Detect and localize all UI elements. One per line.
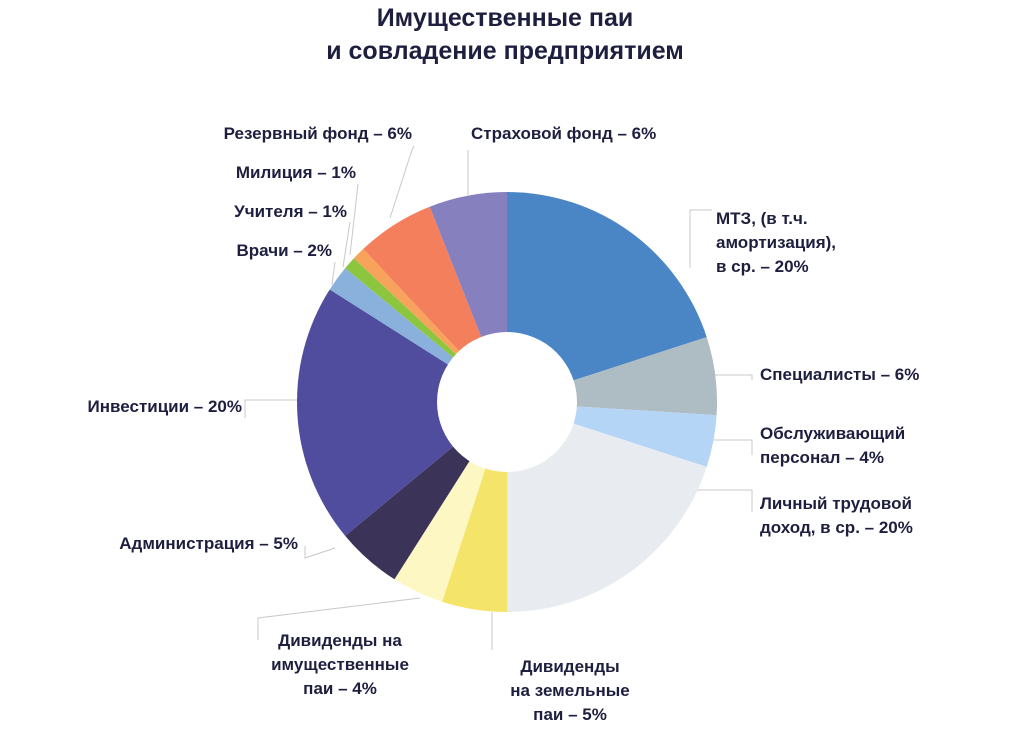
chart-title-line-1: Имущественные паи: [376, 4, 634, 32]
label-service-staff: Обслуживающий персонал – 4%: [760, 424, 906, 467]
leader-line-admin: [304, 546, 336, 559]
slice-lichny: [507, 402, 707, 612]
label-doctors: Врачи – 2%: [236, 241, 332, 260]
chart-title-line-2: и совладение предприятием: [326, 37, 684, 65]
slice-mtz: [507, 192, 707, 402]
leader-line-obsl: [712, 439, 753, 455]
label-teachers: Учителя – 1%: [234, 202, 347, 221]
label-specialists: Специалисты – 6%: [760, 365, 920, 384]
label-personal-income: Личный трудовой доход, в ср. – 20%: [760, 494, 913, 537]
leader-line-militsiya: [349, 183, 359, 256]
leader-line-invest: [244, 399, 298, 418]
label-property-dividends: Дивиденды на имущественные паи – 4%: [271, 631, 409, 698]
chart-title: Имущественные паи и совладение предприят…: [0, 2, 1010, 68]
label-investments: Инвестиции – 20%: [87, 397, 242, 416]
leader-line-vrachi: [331, 261, 336, 286]
slice-invest: [296, 289, 507, 536]
label-police: Милиция – 1%: [235, 163, 356, 182]
label-administration: Администрация – 5%: [119, 534, 298, 553]
leader-line-spec: [715, 374, 753, 380]
leader-line-rezerv: [389, 145, 415, 219]
donut-hole: [437, 332, 577, 472]
label-land-dividends: Дивиденды на земельные паи – 5%: [510, 657, 630, 724]
label-reserve-fund: Резервный фонд – 6%: [223, 124, 412, 143]
leader-line-uchitelya: [342, 221, 351, 268]
leader-line-lichny: [690, 489, 753, 512]
leader-line-div_im: [257, 597, 421, 640]
leader-line-mtz: [689, 209, 712, 268]
label-mtz: МТЗ, (в т.ч. амортизация), в ср. – 20%: [716, 209, 837, 276]
leader-lines: [244, 145, 753, 650]
label-insurance-fund: Страховой фонд – 6%: [471, 124, 657, 143]
